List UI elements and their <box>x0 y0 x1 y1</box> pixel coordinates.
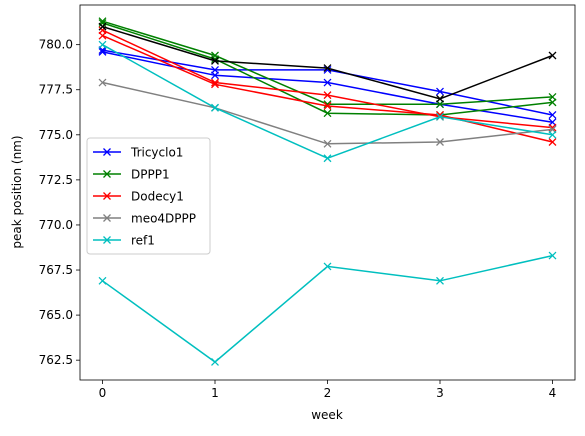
y-tick-label: 767.5 <box>39 263 73 277</box>
data-point <box>436 87 444 96</box>
legend-marker <box>103 214 111 222</box>
x-tick-label: 2 <box>324 386 332 400</box>
data-point <box>548 138 557 146</box>
data-point <box>211 78 219 87</box>
series-unlabeled-9 <box>98 22 557 103</box>
y-axis: 762.5 765.0 767.5 770.0 772.5 775.0 777.5 780.0 <box>39 38 80 367</box>
legend-label: DPPP1 <box>131 168 170 182</box>
data-point <box>436 276 444 285</box>
legend-item: DPPP1 <box>93 168 170 182</box>
data-point <box>436 94 444 103</box>
legend-marker <box>103 148 111 156</box>
y-axis-label: peak position (nm) <box>10 135 24 248</box>
data-point <box>548 251 557 260</box>
data-point <box>548 111 557 119</box>
x-tick-label: 3 <box>436 386 444 400</box>
data-point <box>98 78 107 87</box>
data-point <box>211 103 219 112</box>
legend-item: meo4DPPP <box>93 212 196 226</box>
legend-marker <box>103 236 111 244</box>
series-unlabeled-8 <box>98 40 557 163</box>
data-point <box>436 112 444 121</box>
legend-marker <box>103 170 111 178</box>
y-tick-label: 765.0 <box>39 308 73 322</box>
y-tick-label: 775.0 <box>39 128 73 142</box>
data-point <box>98 276 107 285</box>
legend-box <box>86 137 211 255</box>
y-tick-label: 780.0 <box>39 38 73 52</box>
data-point <box>323 102 332 110</box>
data-point <box>548 130 557 139</box>
data-point <box>323 78 332 87</box>
legend-marker <box>103 192 111 200</box>
data-point <box>211 358 219 366</box>
data-point <box>548 51 557 60</box>
legend-label: Dodecy1 <box>131 190 184 204</box>
y-tick-label: 762.5 <box>39 353 73 367</box>
data-point <box>323 139 332 148</box>
data-point <box>323 109 332 118</box>
data-point <box>436 138 444 146</box>
data-point <box>323 154 332 163</box>
legend-label: Tricyclo1 <box>130 146 183 160</box>
data-point <box>323 262 332 271</box>
y-tick-label: 770.0 <box>39 218 73 232</box>
data-point <box>98 40 107 49</box>
x-tick-label: 4 <box>549 386 557 400</box>
x-axis-label: week <box>311 408 343 422</box>
legend-item: Dodecy1 <box>93 190 184 204</box>
data-point <box>98 47 107 56</box>
legend: Tricyclo1 DPPP1 Dodecy1 meo4DPPP ref1 <box>86 137 211 255</box>
data-point <box>323 64 332 73</box>
series-unlabeled-4 <box>98 31 557 146</box>
legend-label: meo4DPPP <box>131 212 196 226</box>
x-tick-label: 1 <box>211 386 219 400</box>
y-tick-label: 777.5 <box>39 83 73 97</box>
data-point <box>98 22 107 31</box>
x-tick-label: 0 <box>99 386 107 400</box>
y-tick-label: 772.5 <box>39 173 73 187</box>
series-tricyclo1 <box>98 46 557 119</box>
legend-item: ref1 <box>93 234 155 248</box>
legend-label: ref1 <box>131 234 155 248</box>
legend-item: Tricyclo1 <box>93 146 183 160</box>
data-point <box>211 65 219 74</box>
data-point <box>98 19 107 27</box>
data-point <box>548 92 557 101</box>
series-layer <box>98 17 557 366</box>
data-point <box>211 56 219 65</box>
x-axis: 0 1 2 3 4 <box>99 380 557 400</box>
series-ref1 <box>98 251 557 366</box>
data-point <box>323 91 332 100</box>
